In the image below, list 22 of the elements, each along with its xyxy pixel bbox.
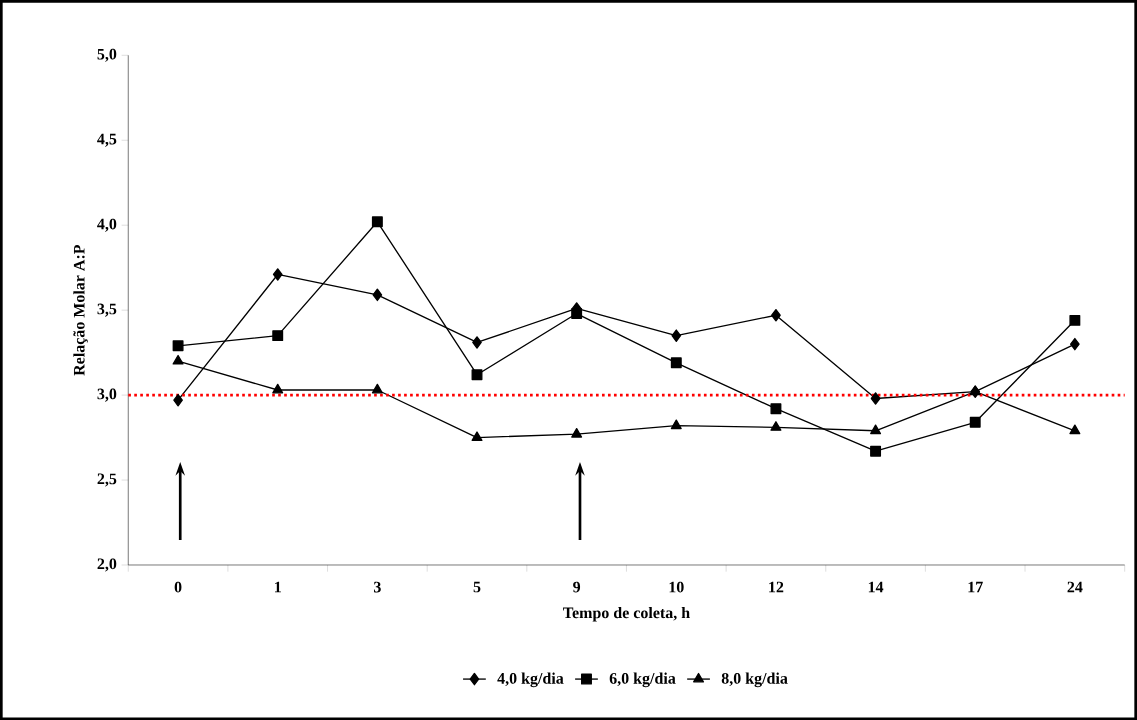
y-tick-label: 2,0 <box>97 558 117 572</box>
x-axis-title: Tempo de coleta, h <box>563 606 690 622</box>
y-tick-label: 2,5 <box>97 473 117 487</box>
y-tick-label: 3,5 <box>97 303 117 317</box>
x-tick-label: 1 <box>275 581 281 593</box>
y-tick-label: 4,0 <box>97 218 117 232</box>
legend-label: 8,0 kg/dia <box>721 672 788 688</box>
x-tick-label: 3 <box>373 581 381 593</box>
y-axis-title: Relação Molar A:P <box>73 244 88 376</box>
x-tick-label: 9 <box>573 581 581 593</box>
x-tick-label: 24 <box>1067 581 1083 593</box>
x-tick-label: 5 <box>473 581 481 593</box>
x-tick-label: 12 <box>769 581 784 593</box>
x-tick-label: 17 <box>968 581 983 593</box>
y-tick-label: 4,5 <box>97 133 117 147</box>
x-tick-label: 14 <box>868 581 884 593</box>
x-tick-label: 10 <box>669 581 684 593</box>
legend-label: 4,0 kg/dia <box>497 672 564 688</box>
legend-label: 6,0 kg/dia <box>609 672 676 688</box>
x-tick-label: 0 <box>174 581 182 593</box>
y-tick-label: 3,0 <box>97 388 117 402</box>
y-tick-label: 5,0 <box>97 48 117 62</box>
